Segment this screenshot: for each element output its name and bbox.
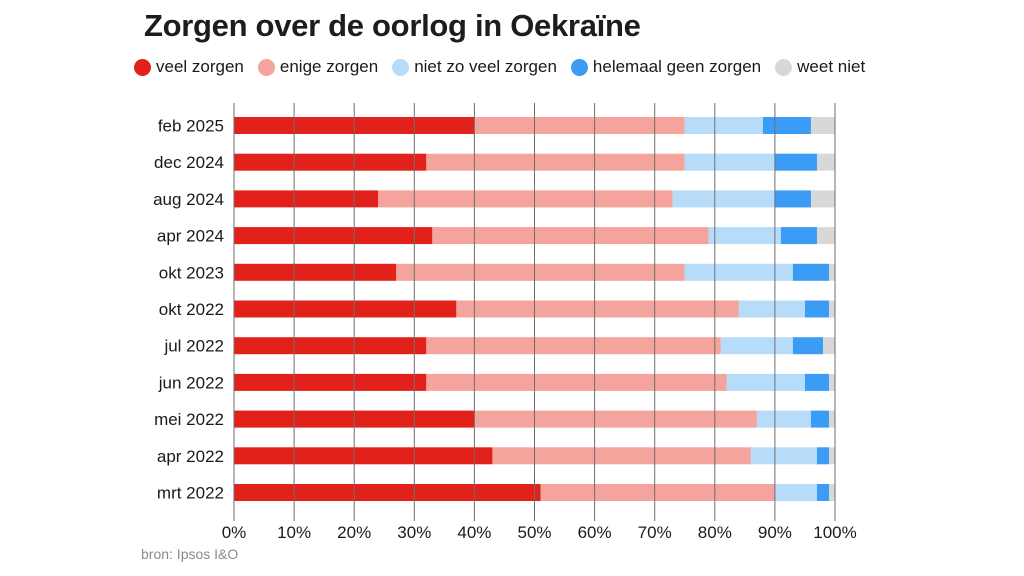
bar-segment-weet-niet (828, 410, 835, 428)
bar-segment-veel-zorgen (234, 337, 427, 355)
bar-segment-helemaal-geen-zorgen (816, 447, 829, 465)
bar-segment-niet-zo-veel-zorgen (672, 190, 775, 208)
bar-segment-helemaal-geen-zorgen (804, 373, 829, 391)
category-label: dec 2024 (154, 153, 224, 172)
category-label: aug 2024 (153, 190, 224, 209)
legend-label: niet zo veel zorgen (414, 57, 557, 76)
bar-segment-enige-zorgen (432, 227, 709, 245)
bar-segment-veel-zorgen (234, 153, 427, 171)
bar-segment-helemaal-geen-zorgen (816, 484, 829, 501)
bar-segment-enige-zorgen (474, 117, 685, 134)
bar-segment-niet-zo-veel-zorgen (684, 153, 775, 171)
category-label: okt 2022 (159, 300, 224, 319)
source-note: bron: Ipsos I&O (141, 546, 239, 562)
bar-segment-enige-zorgen (540, 484, 775, 501)
legend: veel zorgen enige zorgen niet zo veel zo… (134, 57, 879, 77)
bar-segment-veel-zorgen (234, 373, 427, 391)
category-label: jun 2022 (158, 373, 224, 392)
legend-item-veel-zorgen: veel zorgen (134, 57, 244, 77)
gridlines-layer (233, 103, 836, 521)
bar-segment-weet-niet (828, 373, 835, 391)
x-tick-label: 40% (457, 523, 491, 542)
bar-segment-helemaal-geen-zorgen (792, 263, 829, 281)
bar-segment-veel-zorgen (234, 300, 457, 318)
bar-segment-niet-zo-veel-zorgen (720, 337, 793, 355)
category-labels: feb 2025 dec 2024 aug 2024 apr 2024 okt 2023… (153, 117, 224, 503)
x-tick-label: 0% (222, 523, 247, 542)
legend-label: weet niet (797, 57, 866, 76)
category-label: mrt 2022 (157, 484, 224, 503)
category-label: feb 2025 (158, 117, 224, 136)
legend-swatch-helemaal-geen-zorgen (570, 58, 588, 76)
x-tick-label: 70% (638, 523, 672, 542)
category-label: jul 2022 (163, 337, 224, 356)
bar-segment-weet-niet (828, 263, 835, 281)
legend-label: helemaal geen zorgen (592, 57, 762, 76)
bar-segment-veel-zorgen (234, 484, 541, 501)
bar-segment-helemaal-geen-zorgen (792, 337, 823, 355)
bar-segment-niet-zo-veel-zorgen (774, 484, 817, 501)
bar-segment-veel-zorgen (234, 263, 397, 281)
bar-segment-niet-zo-veel-zorgen (684, 117, 763, 134)
legend-item-weet-niet: weet niet (775, 57, 865, 77)
legend-label: enige zorgen (279, 57, 379, 76)
legend-label: veel zorgen (156, 57, 244, 76)
bar-segment-weet-niet (816, 227, 835, 245)
x-tick-label: 50% (517, 523, 551, 542)
category-label: okt 2023 (159, 263, 224, 282)
x-tick-label: 80% (698, 523, 732, 542)
legend-item-helemaal-geen-zorgen: helemaal geen zorgen (570, 57, 762, 77)
bar-segment-enige-zorgen (474, 410, 757, 428)
x-tick-label: 20% (337, 523, 371, 542)
bar-segment-niet-zo-veel-zorgen (708, 227, 781, 245)
bar-segment-niet-zo-veel-zorgen (684, 263, 793, 281)
legend-swatch-weet-niet (775, 58, 793, 76)
category-label: apr 2022 (157, 447, 224, 466)
bar-segment-veel-zorgen (234, 447, 493, 465)
legend-item-niet-zo-veel-zorgen: niet zo veel zorgen (392, 57, 557, 77)
bar-segment-niet-zo-veel-zorgen (738, 300, 805, 318)
bar-segment-veel-zorgen (234, 227, 433, 245)
x-tick-label: 30% (397, 523, 431, 542)
bar-segment-weet-niet (810, 190, 835, 208)
bar-segment-niet-zo-veel-zorgen (756, 410, 811, 428)
x-tick-label: 90% (758, 523, 792, 542)
bar-segment-helemaal-geen-zorgen (774, 190, 811, 208)
bar-segment-weet-niet (816, 153, 835, 171)
x-tick-label: 100% (813, 523, 856, 542)
bar-segment-enige-zorgen (378, 190, 673, 208)
bar-segment-enige-zorgen (426, 153, 685, 171)
x-tick-label: 60% (578, 523, 612, 542)
bar-segment-enige-zorgen (396, 263, 685, 281)
category-label: mei 2022 (154, 410, 224, 429)
bar-segment-niet-zo-veel-zorgen (750, 447, 817, 465)
bar-segment-niet-zo-veel-zorgen (726, 373, 805, 391)
bar-segment-helemaal-geen-zorgen (810, 410, 829, 428)
chart-title: Zorgen over de oorlog in Oekraïne (144, 8, 641, 43)
bar-segment-weet-niet (822, 337, 835, 355)
bar-segment-weet-niet (828, 447, 835, 465)
legend-swatch-enige-zorgen (257, 58, 275, 76)
bar-segment-helemaal-geen-zorgen (780, 227, 817, 245)
bar-segment-enige-zorgen (492, 447, 751, 465)
bar-segment-enige-zorgen (426, 373, 727, 391)
bar-segment-helemaal-geen-zorgen (762, 117, 811, 134)
bar-segment-veel-zorgen (234, 190, 379, 208)
bar-segment-helemaal-geen-zorgen (774, 153, 817, 171)
x-tick-label: 10% (277, 523, 311, 542)
legend-swatch-niet-zo-veel-zorgen (392, 58, 410, 76)
bar-segment-weet-niet (828, 484, 835, 501)
legend-item-enige-zorgen: enige zorgen (257, 57, 379, 77)
bar-segment-enige-zorgen (426, 337, 721, 355)
bar-segment-helemaal-geen-zorgen (804, 300, 829, 318)
bar-segment-weet-niet (828, 300, 835, 318)
x-axis-tick-labels: 0% 10% 20% 30% 40% 50% 60% 70% 80% 90% 100% (222, 523, 857, 542)
bar-segment-weet-niet (810, 117, 835, 134)
category-label: apr 2024 (157, 227, 224, 246)
legend-swatch-veel-zorgen (134, 58, 151, 76)
bar-segment-enige-zorgen (456, 300, 739, 318)
